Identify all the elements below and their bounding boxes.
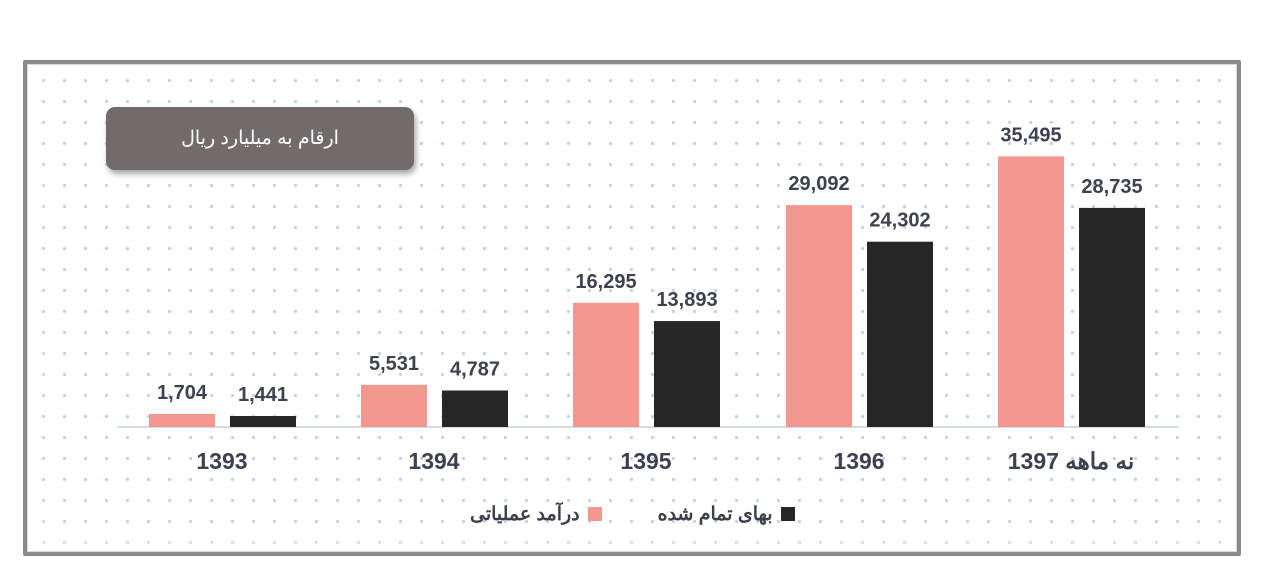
legend-item-revenue: درآمد عملیاتی bbox=[470, 503, 602, 526]
bar-revenue-2 bbox=[573, 302, 639, 427]
bar-cost-4 bbox=[1079, 207, 1145, 427]
data-label-cost-1: 4,787 bbox=[450, 358, 500, 380]
legend-item-cost: بهای تمام شده bbox=[658, 503, 795, 526]
bar-cost-3 bbox=[867, 241, 933, 427]
x-tick-label-4: نه ماهه 1397 bbox=[1008, 448, 1134, 474]
bar-revenue-3 bbox=[786, 205, 852, 427]
data-label-cost-4: 28,735 bbox=[1081, 176, 1142, 198]
bar-revenue-1 bbox=[361, 384, 427, 427]
data-label-revenue-0: 1,704 bbox=[157, 382, 208, 404]
data-label-cost-2: 13,893 bbox=[656, 289, 717, 311]
x-tick-label-3: 1396 bbox=[833, 448, 884, 474]
legend-swatch-revenue bbox=[587, 507, 602, 521]
data-label-revenue-1: 5,531 bbox=[369, 353, 419, 375]
data-label-cost-0: 1,441 bbox=[238, 384, 288, 406]
legend-label-cost: بهای تمام شده bbox=[657, 503, 773, 525]
data-label-revenue-2: 16,295 bbox=[575, 271, 636, 293]
bar-revenue-0 bbox=[149, 414, 215, 427]
legend-swatch-cost bbox=[780, 507, 795, 521]
bar-cost-0 bbox=[230, 416, 296, 427]
x-tick-label-1: 1394 bbox=[408, 448, 459, 474]
unit-note-box: ارقام به میلیارد ریال bbox=[106, 107, 414, 170]
data-label-revenue-3: 29,092 bbox=[788, 173, 849, 195]
x-tick-label-0: 1393 bbox=[196, 448, 247, 474]
bar-revenue-4 bbox=[998, 156, 1064, 427]
legend: بهای تمام شده درآمد عملیاتی bbox=[470, 499, 795, 529]
legend-label-revenue: درآمد عملیاتی bbox=[470, 503, 580, 525]
data-label-revenue-4: 35,495 bbox=[1000, 124, 1061, 146]
x-tick-label-2: 1395 bbox=[620, 448, 671, 474]
data-label-cost-3: 24,302 bbox=[869, 210, 930, 232]
unit-note: ارقام به میلیارد ریال bbox=[181, 128, 339, 149]
bar-cost-1 bbox=[442, 390, 508, 427]
bar-cost-2 bbox=[654, 321, 720, 427]
